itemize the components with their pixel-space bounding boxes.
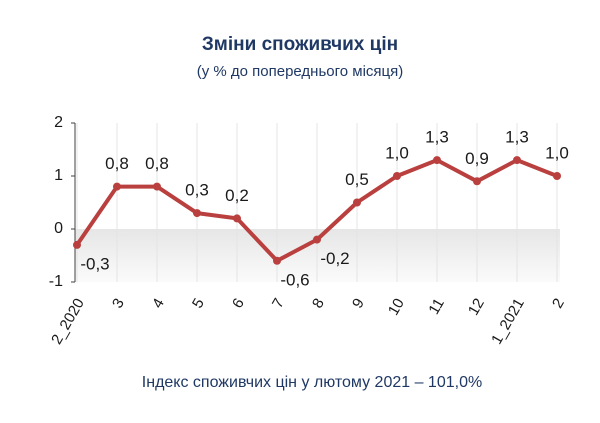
data-point bbox=[473, 177, 481, 186]
data-label: 0,2 bbox=[225, 186, 249, 205]
data-label: 1,0 bbox=[545, 143, 569, 162]
data-label: 0,8 bbox=[105, 154, 129, 173]
x-tick-label: 3 bbox=[109, 295, 128, 311]
data-label: 0,5 bbox=[345, 170, 369, 189]
data-point bbox=[273, 256, 281, 265]
data-label: -0,6 bbox=[280, 270, 309, 289]
data-label: -0,2 bbox=[320, 249, 349, 268]
x-tick-label: 10 bbox=[385, 295, 408, 318]
data-label: 0,8 bbox=[145, 154, 169, 173]
data-point bbox=[353, 198, 361, 207]
data-point bbox=[433, 156, 441, 165]
y-tick-label: 1 bbox=[54, 167, 63, 184]
x-tick-label: 6 bbox=[229, 295, 248, 311]
data-point bbox=[193, 209, 201, 218]
data-point bbox=[73, 240, 81, 249]
x-tick-label: 2 bbox=[549, 295, 568, 311]
chart-subtitle: (у % до попереднього місяця) bbox=[197, 63, 404, 80]
data-point bbox=[393, 172, 401, 180]
y-tick-label: 0 bbox=[54, 220, 63, 237]
data-point bbox=[113, 182, 121, 191]
data-label: 1,3 bbox=[505, 128, 529, 147]
data-point bbox=[233, 214, 241, 223]
x-tick-label: 8 bbox=[309, 295, 328, 311]
x-tick-label: 2_2020 bbox=[48, 295, 88, 347]
x-tick-label: 11 bbox=[425, 295, 448, 317]
x-tick-label: 4 bbox=[149, 295, 168, 311]
data-label: 1,0 bbox=[385, 143, 409, 162]
x-tick-label: 12 bbox=[465, 295, 488, 318]
chart-title: Зміни споживчих цін bbox=[202, 34, 398, 55]
x-tick-label: 1_2021 bbox=[488, 295, 528, 347]
data-label: -0,3 bbox=[80, 254, 109, 273]
data-point bbox=[553, 172, 561, 180]
chart-footer: Індекс споживчих цін у лютому 2021 – 101… bbox=[142, 374, 482, 391]
data-point bbox=[313, 235, 321, 244]
data-point bbox=[513, 156, 521, 165]
y-tick-label: -1 bbox=[49, 273, 63, 290]
data-label: 0,3 bbox=[185, 181, 209, 200]
x-tick-label: 7 bbox=[269, 295, 288, 311]
data-label: 1,3 bbox=[425, 128, 449, 147]
y-tick-label: 2 bbox=[54, 114, 63, 131]
x-tick-label: 9 bbox=[349, 295, 368, 311]
data-point bbox=[153, 182, 161, 191]
x-tick-label: 5 bbox=[189, 295, 208, 311]
data-label: 0,9 bbox=[465, 149, 489, 168]
